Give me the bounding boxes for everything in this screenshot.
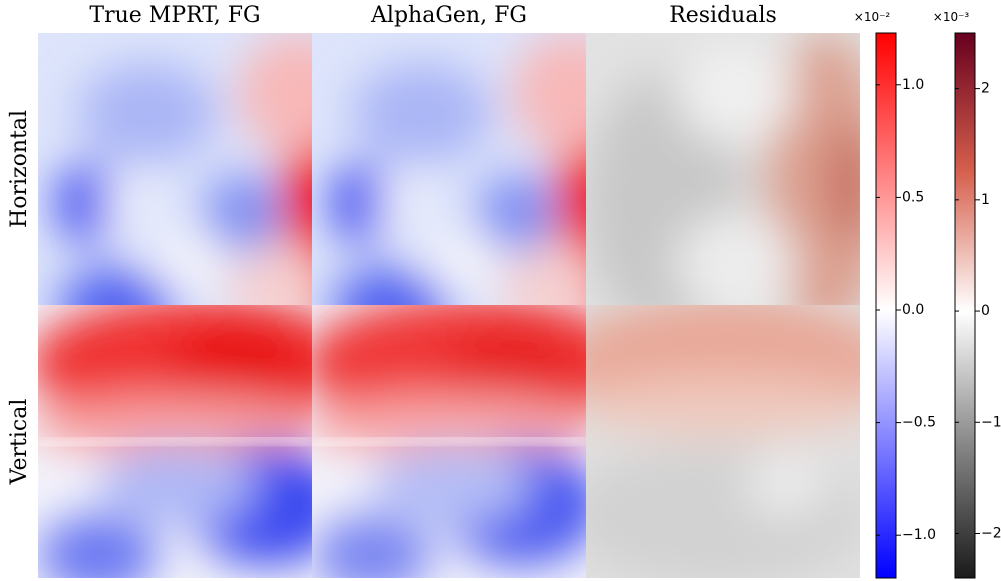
heatmap-blob	[566, 445, 866, 581]
row-label: Horizontal	[7, 110, 32, 228]
colorbar-tick-label: 0.0	[902, 302, 924, 318]
colorbar-tick-label: 1	[981, 192, 990, 208]
heatmap-blob	[78, 63, 218, 163]
colorbar	[876, 33, 896, 578]
heatmap-blob	[103, 178, 153, 228]
heatmap-blob	[826, 123, 876, 243]
heatmap-blob	[148, 233, 228, 293]
heatmap-panel	[556, 295, 896, 581]
heatmap-blob	[576, 375, 876, 435]
colorbar-tick-label: −0.5	[902, 415, 936, 431]
colorbar-tick-label: −1	[981, 414, 1001, 430]
column-title: True MPRT, FG	[89, 3, 260, 28]
colorbar-tick-label: −2	[981, 526, 1001, 542]
heatmap-blob	[98, 445, 258, 525]
colorbar-tick-label: −1.0	[902, 527, 936, 543]
heatmap-blob	[676, 43, 796, 143]
heatmap-blob	[746, 455, 826, 515]
column-title: AlphaGen, FG	[370, 3, 527, 28]
figure: True MPRT, FG AlphaGen, FG Residuals Horizo…	[0, 0, 1001, 581]
heatmap-panel	[586, 33, 886, 333]
colorbar-scale-label: ×10⁻³	[933, 10, 970, 24]
colorbar-scale-label: ×10⁻²	[854, 10, 891, 24]
heatmap-blob	[372, 445, 532, 525]
heatmap-blob	[352, 63, 492, 163]
column-title: Residuals	[669, 3, 777, 28]
heatmap-blob	[676, 213, 796, 313]
colorbar-tick-label: 1.0	[902, 77, 924, 93]
row-label: Vertical	[7, 399, 32, 486]
heatmap-blob	[422, 233, 502, 293]
colorbar-tick-label: 0.5	[902, 189, 924, 205]
colorbar-tick-label: 2	[981, 81, 990, 97]
colorbar-tick-label: 0	[981, 303, 990, 319]
colorbar	[955, 33, 975, 578]
heatmap-blob	[377, 178, 427, 228]
